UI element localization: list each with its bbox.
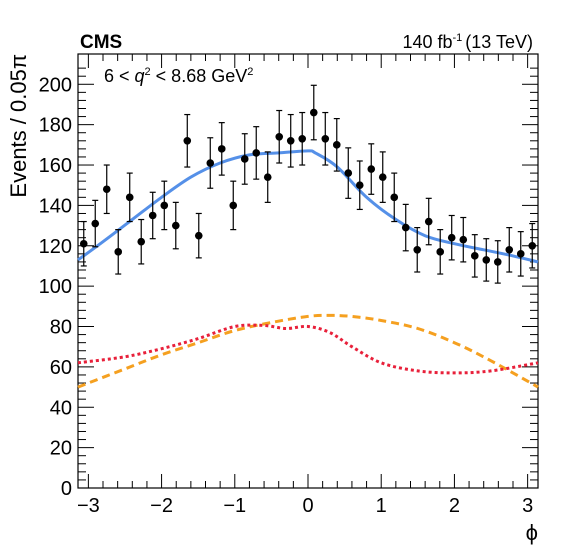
data-point bbox=[160, 180, 169, 231]
data-point bbox=[240, 133, 249, 185]
y-axis-label: Events / 0.05π bbox=[6, 54, 31, 198]
y-tick-label: 60 bbox=[50, 357, 72, 379]
data-point bbox=[91, 199, 100, 248]
data-point bbox=[378, 151, 387, 203]
component-2-curve bbox=[77, 323, 539, 375]
x-tick-label: 0 bbox=[302, 495, 313, 517]
data-point bbox=[447, 214, 456, 261]
data-point bbox=[309, 84, 318, 141]
component-1-curve bbox=[77, 313, 539, 389]
x-tick-label: 2 bbox=[449, 495, 460, 517]
x-tick-label: −3 bbox=[77, 495, 100, 517]
data-point bbox=[355, 160, 364, 211]
axis-tick-labels: 0 20 40 60 80 100 120 140 160 180 200 −3 −2 −1 0 1 2 3 bbox=[39, 74, 534, 517]
data-point bbox=[367, 143, 376, 195]
y-tick-label: 200 bbox=[39, 74, 72, 96]
y-tick-label: 120 bbox=[39, 236, 72, 258]
data-point bbox=[229, 180, 238, 231]
x-tick-label: 3 bbox=[522, 495, 533, 517]
data-point bbox=[424, 197, 433, 246]
data-point bbox=[413, 227, 422, 273]
luminosity-label: 140 fb-1 (13 TeV) bbox=[402, 32, 533, 52]
x-axis-label: ϕ bbox=[526, 520, 538, 545]
data-point bbox=[194, 212, 203, 259]
y-tick-label: 180 bbox=[39, 115, 72, 137]
data-point bbox=[332, 117, 341, 172]
fit-curves bbox=[77, 149, 539, 389]
y-tick-label: 140 bbox=[39, 195, 72, 217]
q2-range-annotation: 6 < q2 < 8.68 GeV2 bbox=[104, 66, 253, 86]
y-tick-label: 20 bbox=[50, 438, 72, 460]
data-point bbox=[321, 111, 330, 166]
experiment-label: CMS bbox=[80, 32, 122, 53]
axis-ticks bbox=[78, 54, 538, 489]
data-point bbox=[528, 222, 537, 269]
data-point bbox=[263, 151, 272, 203]
data-point bbox=[493, 240, 502, 284]
data-point bbox=[79, 220, 88, 267]
data-point bbox=[436, 229, 445, 275]
data-point bbox=[482, 238, 491, 282]
data-point bbox=[470, 234, 479, 278]
y-tick-label: 40 bbox=[50, 397, 72, 419]
data-point bbox=[516, 231, 525, 277]
x-tick-label: −2 bbox=[150, 495, 173, 517]
data-point bbox=[217, 122, 226, 176]
data-point bbox=[252, 126, 261, 180]
data-point bbox=[102, 164, 111, 215]
data-point bbox=[286, 113, 295, 168]
data-point bbox=[401, 203, 410, 252]
data-point bbox=[390, 172, 399, 223]
y-tick-label: 160 bbox=[39, 155, 72, 177]
data-points bbox=[79, 84, 537, 284]
y-tick-label: 80 bbox=[50, 317, 72, 339]
data-point bbox=[114, 229, 123, 275]
y-tick-label: 0 bbox=[61, 478, 72, 500]
data-point bbox=[125, 172, 134, 223]
data-point bbox=[505, 227, 514, 273]
data-point bbox=[183, 113, 192, 168]
x-tick-label: −1 bbox=[223, 495, 246, 517]
data-point bbox=[298, 111, 307, 166]
data-point bbox=[275, 109, 284, 164]
data-point bbox=[148, 191, 157, 240]
data-point bbox=[459, 216, 468, 263]
y-tick-label: 100 bbox=[39, 276, 72, 298]
total-fit-curve bbox=[77, 149, 539, 264]
x-tick-label: 1 bbox=[376, 495, 387, 517]
plot-frame bbox=[77, 53, 539, 489]
data-point bbox=[171, 201, 180, 250]
data-point bbox=[344, 147, 353, 199]
data-point bbox=[206, 137, 215, 189]
data-point bbox=[137, 218, 146, 265]
